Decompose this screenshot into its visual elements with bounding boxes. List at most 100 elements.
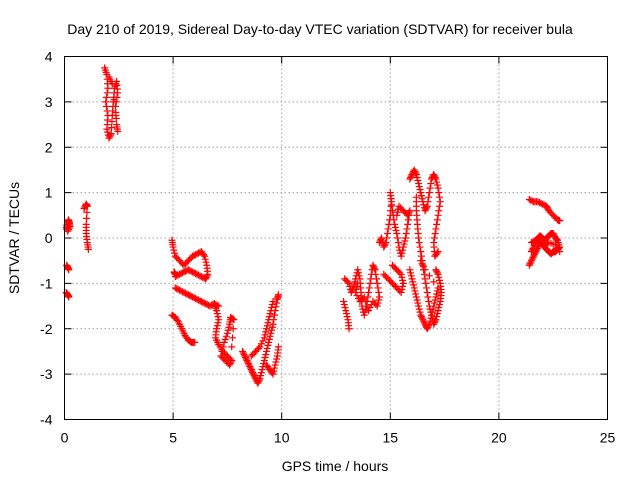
data-point: [225, 323, 233, 331]
data-point: [436, 193, 444, 201]
data-point: [421, 275, 429, 283]
data-point: [260, 334, 268, 342]
data-point: [413, 296, 421, 304]
data-point: [367, 301, 375, 309]
data-point: [430, 170, 438, 178]
data-point: [426, 184, 434, 192]
data-point: [262, 347, 270, 355]
data-point: [425, 193, 433, 201]
data-point: [419, 316, 427, 324]
data-point: [243, 357, 251, 365]
data-point: [418, 260, 426, 268]
data-point: [397, 288, 405, 296]
data-point: [406, 207, 414, 215]
data-point: [380, 243, 388, 251]
data-point: [370, 264, 378, 272]
data-point: [424, 198, 432, 206]
data-point: [353, 282, 361, 290]
data-point: [104, 84, 112, 92]
data-point: [375, 288, 383, 296]
data-point: [108, 124, 116, 132]
data-point: [421, 207, 429, 215]
data-point: [431, 174, 439, 181]
data-point: [260, 357, 268, 365]
data-point: [272, 358, 280, 366]
data-point: [214, 319, 222, 327]
data-point: [418, 195, 426, 203]
data-point: [434, 184, 442, 192]
data-point: [169, 243, 177, 251]
data-point: [371, 266, 379, 274]
data-point: [529, 254, 537, 262]
data-point: [348, 287, 356, 295]
data-point: [430, 302, 438, 310]
data-point: [431, 296, 439, 304]
data-point: [528, 255, 536, 263]
data-point: [265, 335, 273, 343]
data-point: [527, 257, 535, 265]
data-point: [249, 369, 257, 377]
x-tick-label: 25: [600, 430, 616, 446]
y-tick-label: 3: [45, 94, 53, 110]
data-point: [213, 310, 221, 318]
x-tick-label: 15: [383, 430, 399, 446]
y-tick-label: 4: [45, 49, 53, 65]
data-point: [417, 311, 425, 319]
data-point: [400, 240, 408, 248]
data-point: [377, 236, 385, 244]
data-point: [218, 347, 226, 355]
data-point: [409, 278, 417, 286]
data-point: [257, 369, 265, 377]
data-point: [261, 331, 269, 339]
data-point: [433, 178, 441, 186]
data-point: [269, 320, 277, 328]
data-point: [112, 102, 120, 110]
data-point: [65, 224, 73, 232]
data-point: [102, 93, 110, 101]
data-point: [83, 208, 91, 216]
data-point: [434, 248, 442, 256]
data-point: [434, 307, 442, 315]
data-point: [273, 299, 281, 307]
data-point: [436, 198, 444, 206]
data-point: [414, 299, 422, 307]
data-point: [215, 316, 223, 324]
data-point: [416, 308, 424, 316]
data-point: [270, 311, 278, 319]
data-point: [263, 322, 271, 330]
data-point: [420, 317, 428, 325]
data-point: [434, 211, 442, 219]
data-point: [525, 261, 533, 269]
data-point: [223, 329, 231, 337]
y-tick-label: 1: [45, 185, 53, 201]
data-point: [267, 307, 275, 315]
data-point: [256, 343, 264, 351]
data-point: [399, 282, 407, 290]
data-point: [342, 310, 350, 318]
data-point: [105, 73, 113, 81]
data-point: [433, 249, 441, 257]
data-point: [435, 304, 443, 312]
data-point: [407, 272, 415, 280]
data-point: [388, 207, 396, 215]
data-point: [432, 293, 440, 301]
data-point: [433, 220, 441, 228]
x-tick-label: 0: [61, 430, 69, 446]
data-point: [427, 180, 435, 188]
data-point: [204, 270, 212, 278]
data-point: [229, 315, 237, 323]
data-point: [417, 313, 425, 321]
data-point: [242, 355, 250, 363]
data-point: [356, 298, 364, 306]
data-point: [412, 169, 420, 177]
data-point: [242, 353, 249, 361]
data-point: [270, 367, 278, 375]
data-point: [372, 270, 380, 278]
data-point: [415, 305, 423, 313]
data-point: [556, 248, 564, 256]
data-point: [221, 335, 229, 343]
data-point: [397, 252, 405, 260]
data-point: [213, 307, 221, 315]
data-point: [411, 167, 419, 175]
data-point: [403, 225, 411, 233]
